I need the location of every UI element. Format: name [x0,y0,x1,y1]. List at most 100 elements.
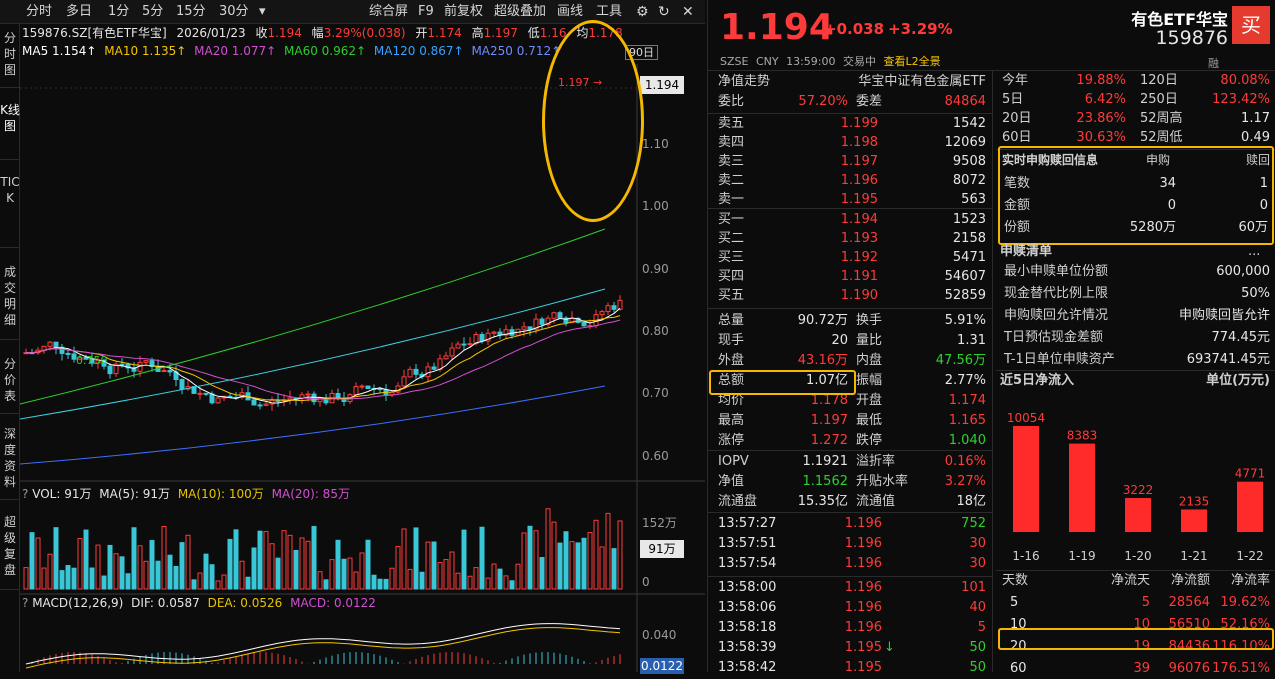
l2-link[interactable]: 查看L2全景 [883,55,941,68]
close-value: 1.194 [267,26,302,40]
vtab-tick[interactable]: TICK [0,170,20,248]
tick-time: 13:58:06 [718,600,777,615]
tick-volume: 101 [961,580,986,595]
period-tab-1min[interactable]: 1分 [108,4,130,19]
vtab-shendu[interactable]: 深度资料 [0,422,20,500]
tick-price: 1.196 [844,536,882,551]
nav-index: 华宝中证有色金属ETF [858,74,986,89]
ask-price[interactable]: 1.199 [840,116,878,131]
price-axis-tick: 0.90 [642,262,669,276]
gear-icon[interactable]: ⚙ [636,4,649,20]
bid-price[interactable]: 1.193 [840,231,878,246]
vtab-fenjia[interactable]: 分价表 [0,352,20,414]
ma20-value: MA20 1.077↑ [194,44,277,58]
ask-volume: 8072 [952,173,986,188]
ask-label: 卖四 [718,135,745,150]
ask-price[interactable]: 1.197 [840,154,878,169]
perf-value: 23.86% [1076,111,1126,126]
perf-label: 60日 [1002,130,1032,145]
vtab-fupan[interactable]: 超级复盘 [0,510,20,590]
iopv-value: 18亿 [956,494,986,509]
subred-red-value: 60万 [1238,220,1268,235]
period-tab-fenshi[interactable]: 分时 [26,4,53,19]
iopv-label: 流通盘 [718,494,758,509]
menu-draw[interactable]: 画线 [557,4,584,19]
period-tab-30min[interactable]: 30分 [219,4,249,19]
macd-toggle-icon[interactable]: ? [22,596,29,610]
menu-fuquan[interactable]: 前复权 [444,4,484,19]
flow-bar [1069,443,1095,532]
subred-label: 金额 [1004,198,1031,213]
rong-badge: 融 [1208,57,1219,70]
iopv-label: IOPV [718,454,749,469]
trade-status: 交易中 [843,55,876,68]
bid-price[interactable]: 1.194 [840,212,878,227]
ma5-value: MA5 1.154↑ [22,44,97,58]
bid-price[interactable]: 1.190 [840,288,878,303]
perf-value: 0.49 [1241,130,1270,145]
nav-label[interactable]: 净值走势 [718,74,771,89]
menu-overlay[interactable]: 超级叠加 [494,4,547,19]
ma-line: MA5 1.154↑ MA10 1.135↑ MA20 1.077↑ MA60 … [22,43,561,59]
flow-table-header: 净流额 [1170,573,1210,588]
vol-info-line: ? VOL: 91万 MA(5): 91万 MA(10): 100万 MA(20… [22,485,350,502]
flow-days: 60 [1010,661,1027,676]
last-price: 1.194 [720,7,834,48]
chg-value: 3.29%(0.038) [323,26,406,40]
vol-axis-current: 91万 [640,540,684,558]
low-label: 低 [527,26,540,40]
stats-label: 开盘 [856,393,883,408]
iopv-value: 1.1562 [802,474,849,489]
subred-sub-value: 0 [1167,198,1176,213]
left-vertical-tabs: 分时图 K线图 TICK 成交明细 分价表 深度资料 超级复盘 [0,24,20,672]
vtab-kline[interactable]: K线图 [0,98,20,160]
ask-volume: 1542 [952,116,986,131]
ask-price[interactable]: 1.196 [840,173,878,188]
menu-zonghe[interactable]: 综合屏 [369,4,409,19]
ma250-value: MA250 0.712↑ [471,44,562,58]
stats-value: 1.272 [810,433,848,448]
vtab-chengjiao[interactable]: 成交明细 [0,260,20,340]
ask-volume: 9508 [952,154,986,169]
flow-bar-category: 1-21 [1180,549,1207,563]
bid-label: 买二 [718,231,745,246]
list-more-button[interactable]: ... [1248,244,1261,259]
menu-f9[interactable]: F9 [418,4,434,19]
bid-volume: 5471 [952,250,986,265]
chevron-down-icon[interactable]: ▾ [259,4,266,19]
ask-price[interactable]: 1.195 [840,192,878,207]
period-tab-5min[interactable]: 5分 [142,4,164,19]
flow-net-amount: 84436 [1168,639,1210,654]
highlight-subred [998,146,1274,245]
tick-time: 13:57:51 [718,536,777,551]
stats-label: 换手 [856,313,883,328]
perf-label: 5日 [1002,92,1024,107]
tick-time: 13:57:54 [718,556,777,571]
flow-table-header: 净流天 [1110,573,1150,588]
buy-button[interactable]: 买 [1232,6,1270,44]
flow-table-header: 净流率 [1230,573,1270,588]
perf-value: 30.63% [1076,130,1126,145]
flow-net-days: 19 [1133,639,1150,654]
bid-price[interactable]: 1.192 [840,250,878,265]
vol-axis-tick: 152万 [642,516,677,530]
menu-tools[interactable]: 工具 [596,4,623,19]
arrow-icon[interactable]: ↻ [658,4,670,20]
flow-bar-value: 3222 [1123,483,1154,497]
ask-price[interactable]: 1.198 [840,135,878,150]
list-label: T-1日单位申赎资产 [1004,352,1115,367]
flow-net-days: 39 [1133,661,1150,676]
period-tab-duori[interactable]: 多日 [66,4,93,19]
open-value: 1.174 [427,26,462,40]
stats-label: 跌停 [856,433,883,448]
subred-red-value: 1 [1259,176,1268,191]
vtab-fenshi[interactable]: 分时图 [0,26,20,88]
perf-label: 250日 [1140,92,1178,107]
vol-toggle-icon[interactable]: ? [22,487,29,501]
bid-price[interactable]: 1.191 [840,269,878,284]
period-tab-15min[interactable]: 15分 [176,4,206,19]
close-icon[interactable]: ✕ [682,4,694,20]
flow-title: 近5日净流入 [1000,373,1075,388]
tick-volume: 30 [969,556,986,571]
perf-label: 今年 [1002,73,1029,88]
